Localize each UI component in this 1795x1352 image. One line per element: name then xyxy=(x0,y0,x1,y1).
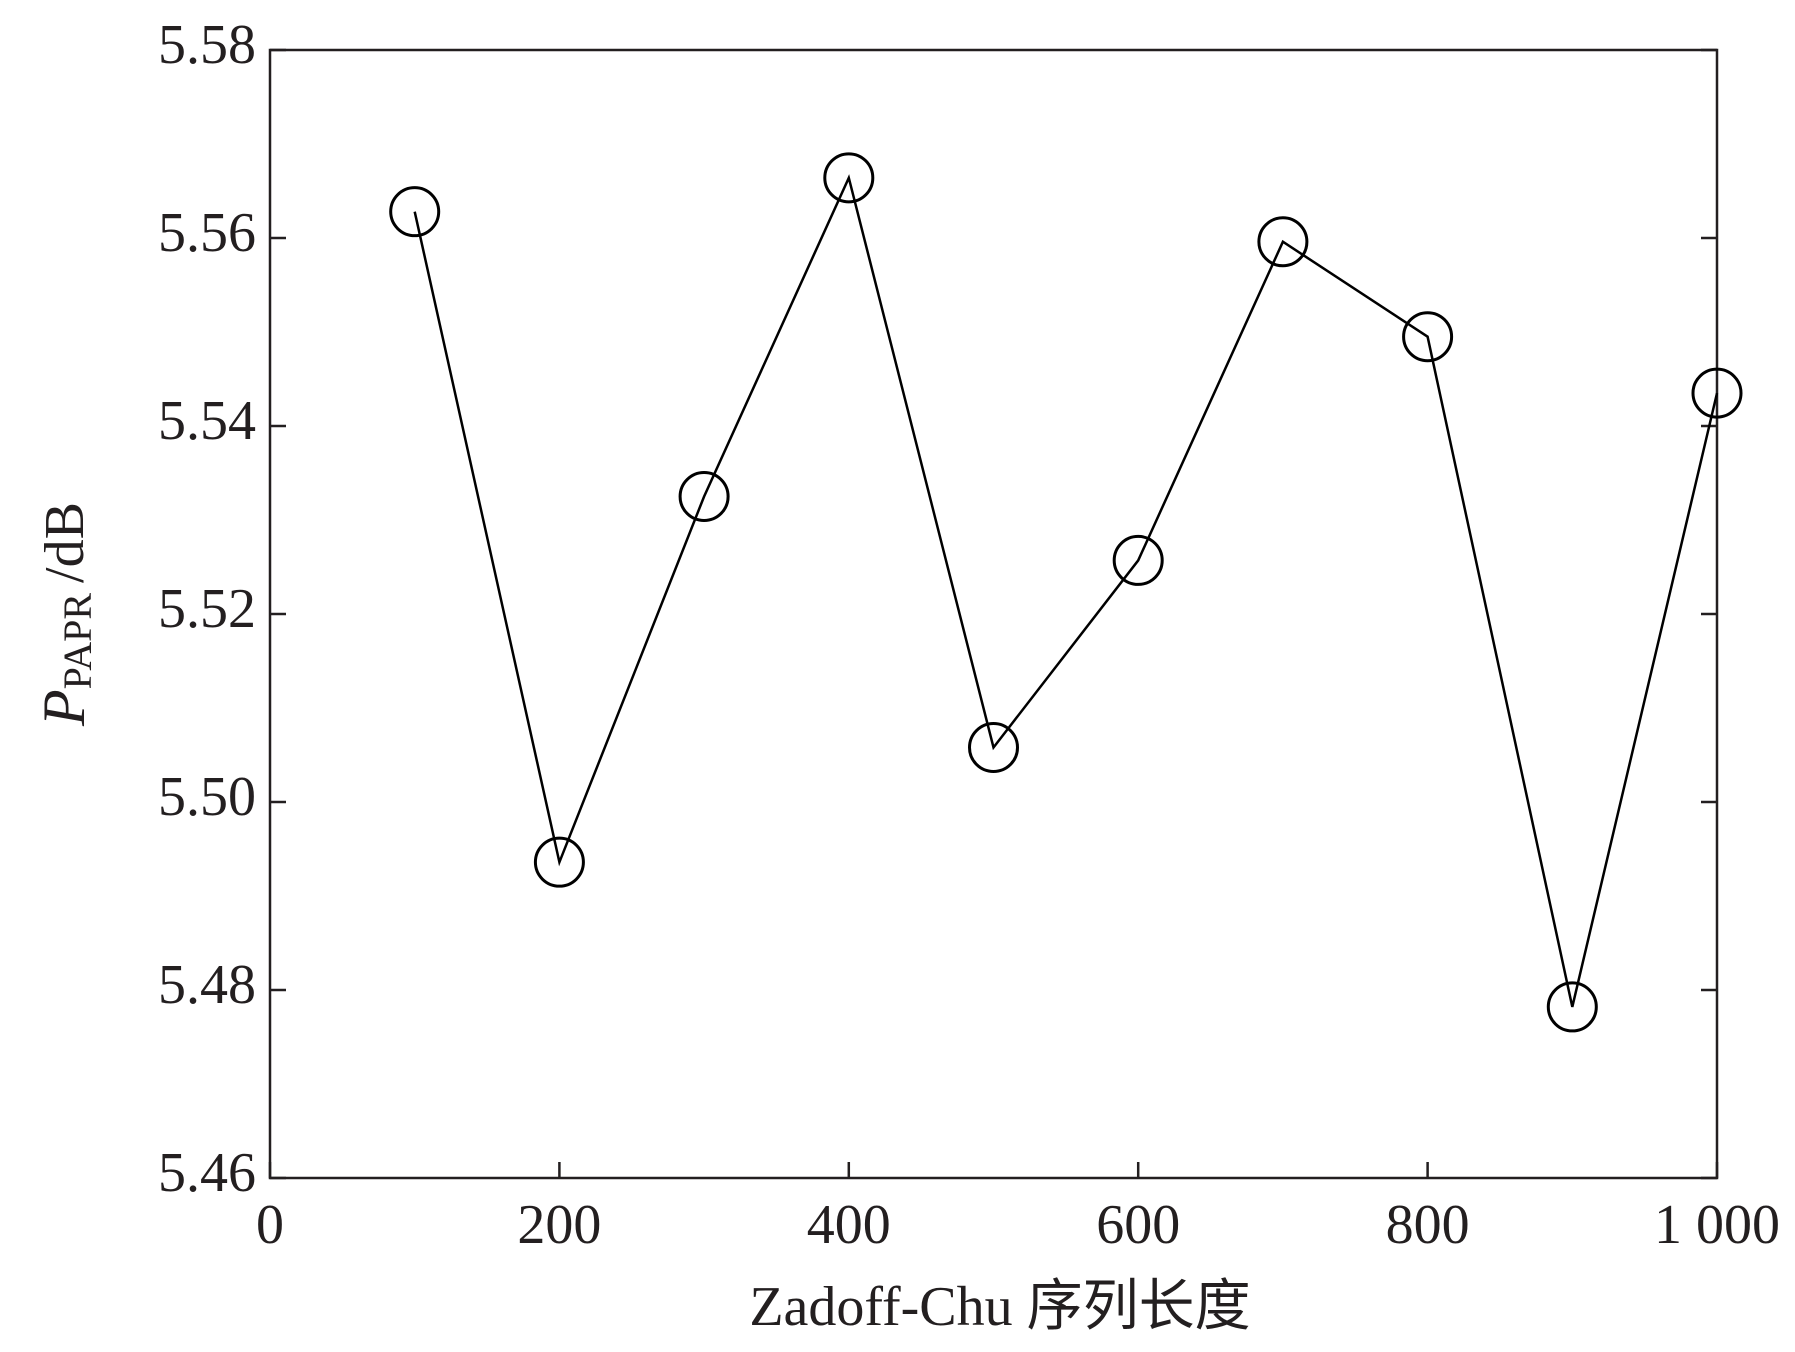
x-tick-label: 800 xyxy=(1386,1194,1470,1256)
y-tick-label: 5.54 xyxy=(158,390,256,452)
marker xyxy=(823,152,875,204)
y-label-symbol: P xyxy=(31,689,97,727)
x-tick-label: 200 xyxy=(517,1194,601,1256)
y-tick-label: 5.58 xyxy=(158,14,256,76)
marker xyxy=(389,186,441,238)
y-tick-label: 5.50 xyxy=(158,766,256,828)
marker xyxy=(968,721,1019,773)
marker xyxy=(1257,216,1309,268)
line xyxy=(413,174,1719,1008)
y-tick-label: 5.48 xyxy=(158,954,256,1016)
marker xyxy=(1546,981,1598,1033)
y-tick-label: 5.56 xyxy=(158,202,256,264)
marker xyxy=(1112,534,1164,586)
x-tick-label: 0 xyxy=(256,1194,284,1256)
y-label-subscript: PAPR xyxy=(55,593,100,690)
marker xyxy=(1402,311,1454,363)
marker xyxy=(678,471,730,522)
marker xyxy=(1691,367,1743,419)
y-axis-label: PPAPR/dB xyxy=(31,502,100,727)
y-tick-label: 5.46 xyxy=(158,1142,256,1204)
x-axis-label: Zadoff-Chu 序列长度 xyxy=(749,1276,1250,1338)
y-label-unit: /dB xyxy=(34,502,96,583)
x-tick-label: 400 xyxy=(807,1194,891,1256)
x-tick-label: 600 xyxy=(1096,1194,1180,1256)
plot-frame xyxy=(268,48,1719,1180)
y-tick-label: 5.52 xyxy=(158,578,256,640)
x-tick-label: 1 000 xyxy=(1654,1194,1780,1256)
marker xyxy=(533,836,585,888)
